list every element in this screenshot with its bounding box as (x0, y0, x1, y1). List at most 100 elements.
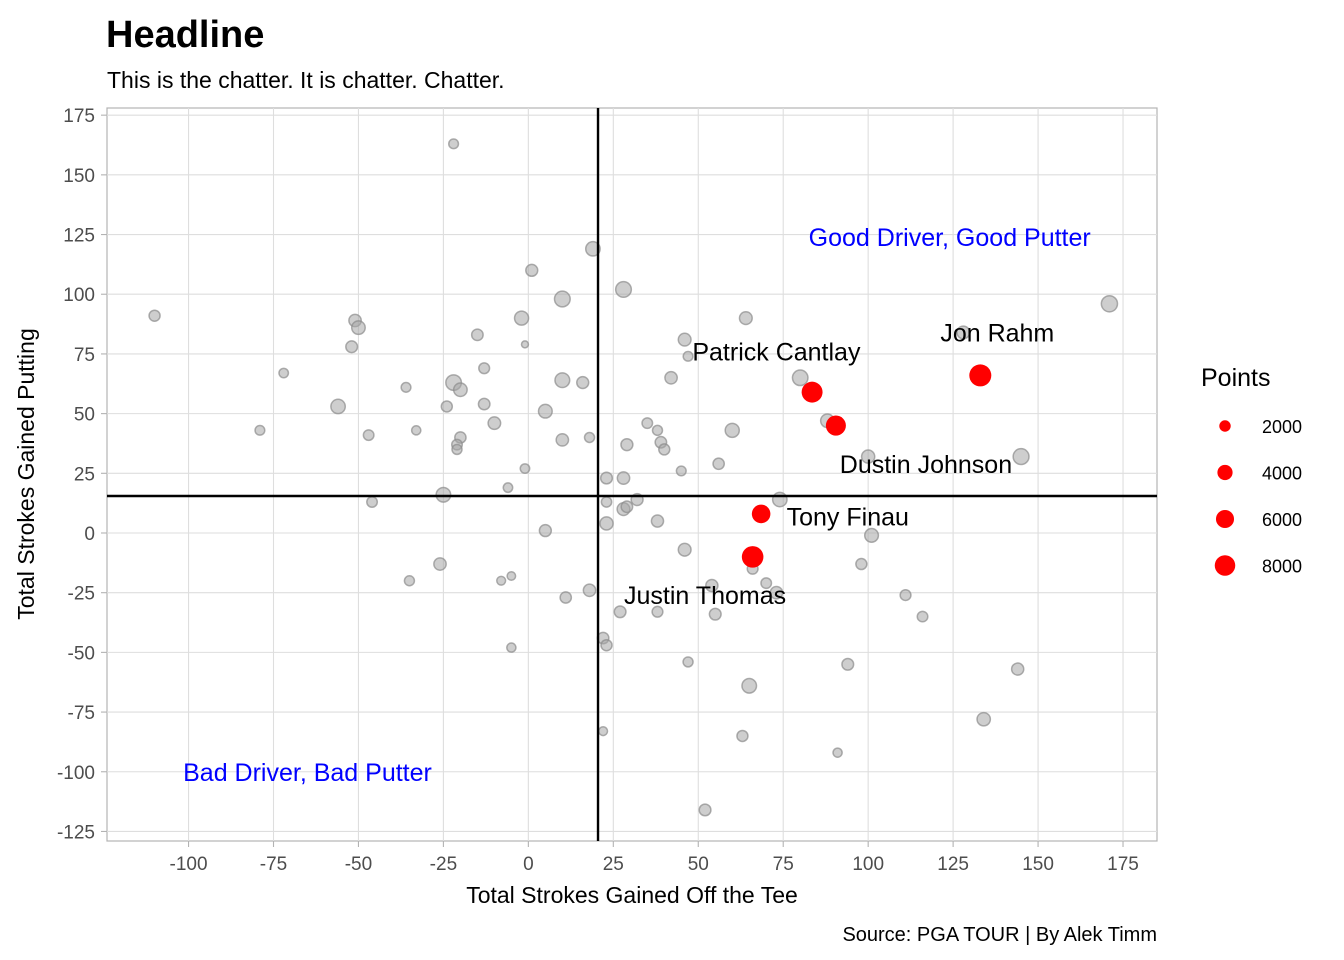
x-gridlines (188, 108, 1124, 841)
data-point (537, 403, 553, 419)
data-point (576, 375, 590, 390)
data-point (736, 729, 749, 743)
legend-label: 8000 (1262, 557, 1302, 577)
x-tick-label: 0 (523, 854, 534, 875)
data-point (362, 429, 375, 442)
data-point (760, 577, 773, 590)
data-point (599, 516, 614, 531)
data-point (613, 605, 627, 619)
data-point (502, 482, 514, 494)
data-point (658, 443, 671, 456)
data-point (555, 432, 570, 447)
player-label: Justin Thomas (624, 582, 786, 610)
data-point (641, 417, 654, 430)
highlight-point (801, 381, 823, 403)
player-label: Patrick Cantlay (692, 339, 861, 367)
data-point (452, 382, 468, 398)
y-tick-label: -25 (68, 584, 95, 605)
caption: Source: PGA TOUR | By Alek Timm (842, 924, 1157, 946)
data-point (519, 463, 531, 474)
data-point (855, 557, 868, 571)
data-point (682, 656, 694, 668)
data-point (956, 325, 971, 340)
data-point (976, 711, 992, 727)
data-point (448, 138, 460, 150)
quadrant-label: Good Driver, Good Putter (809, 224, 1091, 252)
x-tick-label: -25 (430, 854, 457, 875)
data-point (559, 591, 573, 604)
data-point (440, 400, 454, 413)
data-point (664, 370, 678, 385)
data-point (600, 638, 613, 652)
y-tick-label: -100 (57, 763, 95, 784)
data-point (496, 575, 507, 586)
data-point (1012, 447, 1030, 466)
data-point (148, 309, 161, 322)
y-tick-label: 50 (74, 405, 95, 426)
legend-label: 6000 (1262, 510, 1302, 530)
data-point (477, 397, 491, 411)
data-point (769, 585, 784, 600)
highlighted-points (741, 364, 992, 568)
data-point (525, 263, 539, 278)
data-point (554, 372, 571, 389)
highlight-point (969, 364, 992, 387)
data-point (675, 465, 687, 477)
legend-key (1215, 509, 1235, 529)
legend: Points 2000 4000 6000 8000 (1201, 364, 1302, 577)
player-labels: Jon Rahm Patrick Cantlay Dustin Johnson Ton… (624, 319, 1054, 610)
data-point (841, 657, 855, 671)
data-point (597, 726, 609, 737)
data-point (677, 542, 692, 557)
y-tick-label: 100 (63, 285, 95, 306)
data-point (916, 610, 929, 623)
x-tick-label: -75 (260, 854, 287, 875)
highlight-point (825, 415, 846, 436)
data-point (698, 803, 712, 817)
data-point (677, 332, 692, 347)
x-tick-label: -50 (345, 854, 372, 875)
legend-key (1214, 555, 1236, 576)
data-point (451, 443, 463, 456)
data-point (582, 583, 597, 598)
data-point (860, 449, 876, 464)
highlight-point (751, 504, 771, 524)
legend-label: 2000 (1262, 417, 1302, 437)
player-label: Dustin Johnson (840, 451, 1012, 479)
chart-subtitle: This is the chatter. It is chatter. Chat… (107, 67, 505, 93)
player-label: Jon Rahm (940, 319, 1054, 347)
legend-key (1217, 464, 1233, 481)
quadrant-label: Bad Driver, Bad Putter (183, 759, 432, 787)
legend-title: Points (1201, 364, 1270, 392)
data-point (470, 328, 484, 342)
plot-panel: Jon Rahm Patrick Cantlay Dustin Johnson Ton… (106, 107, 1158, 842)
x-tick-label: 100 (852, 854, 884, 875)
quadrant-labels: Good Driver, Good Putter Bad Driver, Bad … (183, 224, 1091, 787)
x-tick-label: -100 (170, 854, 208, 875)
data-point (738, 311, 753, 326)
x-axis-ticks: -100 -75 -50 -25 0 25 50 75 100 125 150 175 (170, 841, 1139, 875)
data-point (330, 398, 347, 415)
y-tick-label: 0 (84, 524, 95, 545)
legend-label: 4000 (1262, 464, 1302, 484)
y-tick-label: 150 (63, 166, 95, 187)
data-point (832, 747, 843, 758)
data-point (350, 320, 366, 336)
legend-key (1219, 420, 1231, 432)
data-point (478, 362, 491, 375)
data-point (403, 575, 416, 587)
data-point (400, 381, 412, 393)
data-point (614, 280, 633, 299)
data-point (708, 607, 722, 621)
data-point (506, 642, 517, 653)
data-point (682, 350, 694, 362)
data-point (345, 340, 359, 354)
data-point (899, 588, 912, 602)
y-gridlines (107, 114, 1157, 832)
x-tick-label: 150 (1022, 854, 1054, 875)
x-axis-title: Total Strokes Gained Off the Tee (466, 882, 798, 908)
y-tick-label: 25 (74, 464, 95, 485)
y-tick-label: 175 (63, 106, 95, 127)
data-point (410, 425, 422, 436)
